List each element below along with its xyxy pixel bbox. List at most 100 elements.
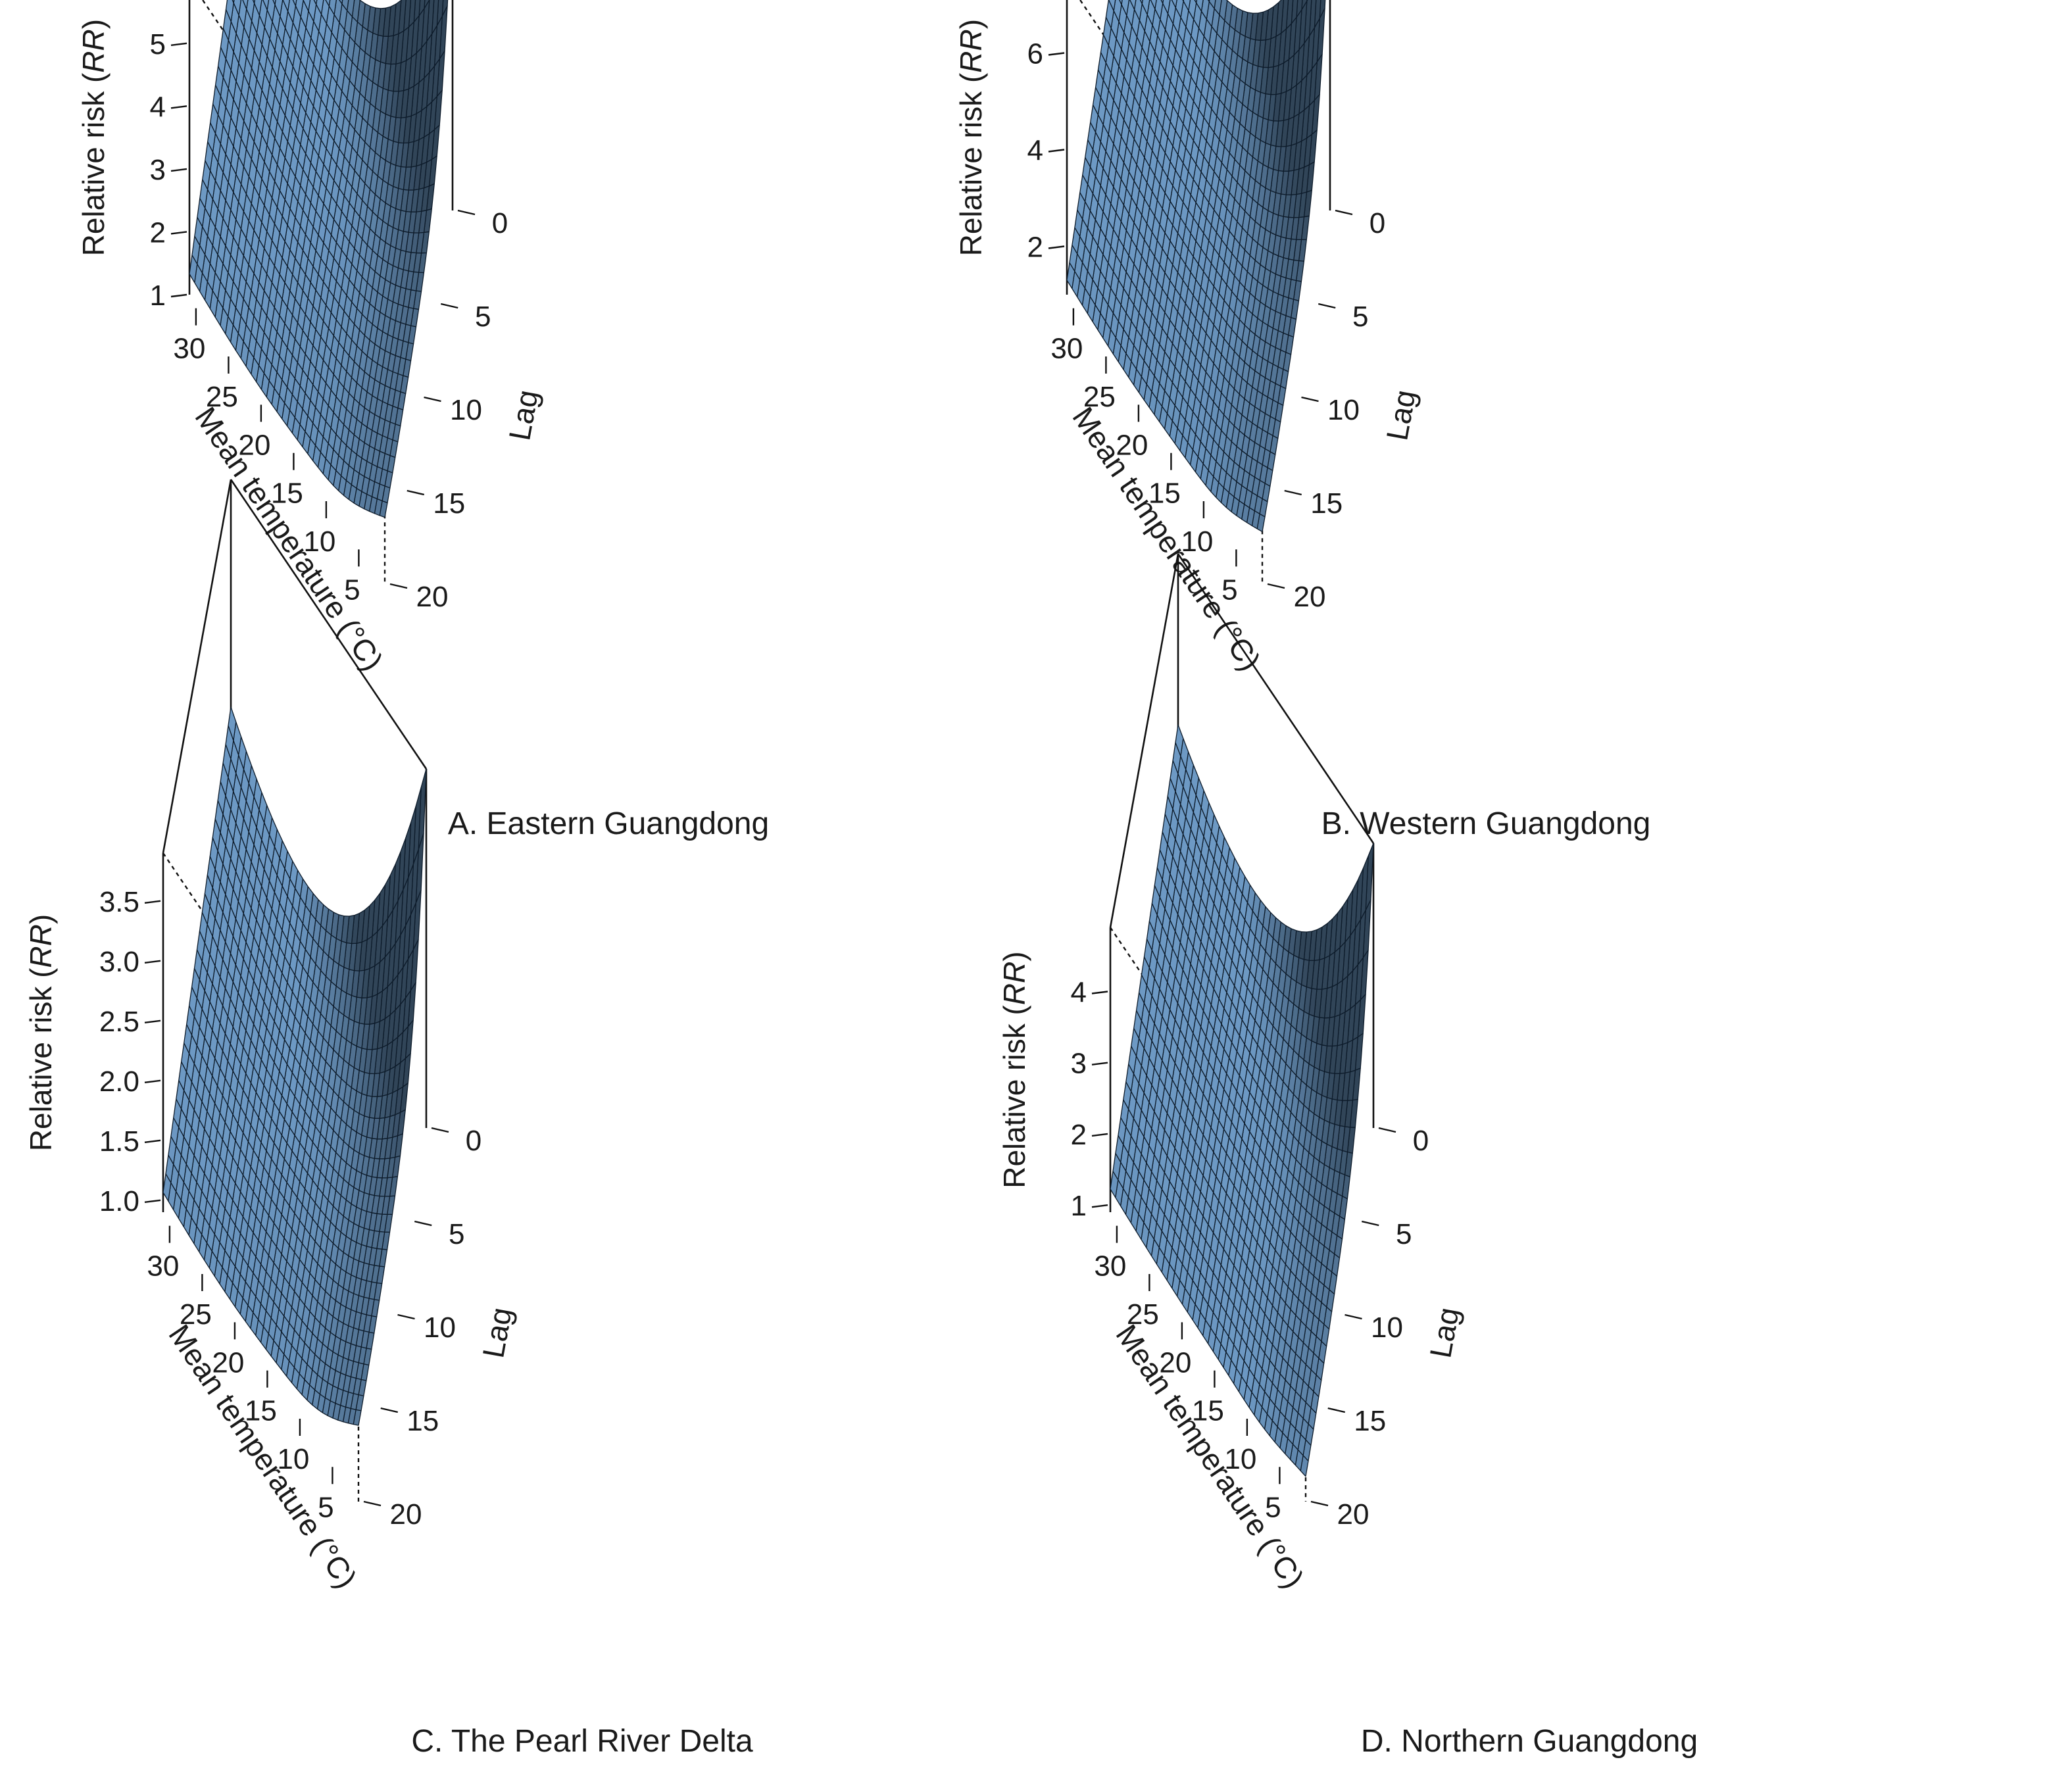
z-axis: 1 2 3 4 Relative risk (RR) [997, 951, 1108, 1222]
z-tick [1048, 149, 1065, 153]
x-tick-label: 25 [1083, 381, 1116, 413]
z-axis: 123456Relative risk (RR) [76, 19, 187, 312]
surface-cell [1129, 0, 1137, 11]
box-edge [162, 479, 232, 854]
surface-cell [232, 0, 235, 4]
z-axis-label: Relative risk (RR) [76, 19, 111, 256]
lag-tick-label: 0 [492, 207, 508, 239]
x-tick-label: 30 [173, 333, 205, 365]
lag-tick-label: 5 [1352, 301, 1368, 333]
z-axis-label: Relative risk (RR) [954, 19, 988, 256]
x-tick-label: 5 [1221, 574, 1237, 606]
z-tick-label: 2.5 [99, 1006, 139, 1038]
lag-tick-label: 15 [407, 1405, 439, 1437]
z-tick-label: 2.0 [99, 1066, 139, 1098]
surface-cell [252, 0, 255, 4]
z-axis: 2 4 6 Relative risk (RR) [954, 19, 1065, 264]
z-label-end: ) [997, 951, 1031, 961]
lag-tick [1327, 1407, 1346, 1413]
lag-tick [457, 209, 476, 216]
z-tick [144, 1139, 161, 1143]
lag-tick [1310, 1500, 1329, 1507]
z-tick [144, 1019, 161, 1023]
z-axis: 1.0 1.5 2.0 2.5 3.0 3.5 Relative risk (RR) [24, 886, 161, 1217]
panel-title: B. Western Guangdong [1321, 806, 1651, 841]
z-label-rr: RR [76, 29, 111, 72]
lag-tick-label: 5 [475, 301, 491, 333]
lag-tick [1335, 209, 1353, 216]
surface-cell [272, 0, 276, 5]
lag-tick-label: 10 [424, 1312, 456, 1344]
surface-cell [282, 0, 290, 12]
lag-tick [363, 1500, 382, 1507]
z-label-rr: RR [954, 29, 988, 72]
lag-tick-label: 10 [1371, 1312, 1403, 1344]
lag-axis-label: Lag [1423, 1305, 1466, 1361]
z-tick [1091, 991, 1108, 994]
plot-box [188, 0, 454, 295]
z-tick [1048, 52, 1065, 56]
z-tick [1048, 245, 1065, 249]
panel-title: A. Eastern Guangdong [448, 806, 769, 841]
z-tick-label: 4 [1027, 135, 1043, 167]
z-tick-label: 3 [150, 154, 166, 186]
surface-cell [1139, 0, 1143, 5]
surface-cell [313, 0, 318, 5]
lag-tick-label: 10 [450, 394, 482, 426]
z-tick-label: 2 [1027, 232, 1043, 264]
lag-tick [1267, 583, 1285, 589]
z-tick [144, 1199, 161, 1203]
z-tick [170, 168, 187, 172]
z-label-rr: RR [24, 924, 58, 968]
z-tick-label: 3 [1071, 1048, 1087, 1080]
x-tick-label: 30 [147, 1250, 179, 1283]
z-axis-label: Relative risk (RR) [24, 914, 58, 1151]
z-tick [170, 293, 187, 298]
surface-cell [225, 0, 234, 22]
z-axis-label: Relative risk (RR) [997, 951, 1031, 1188]
surface-mesh [1066, 0, 1326, 533]
surface-cell [1207, 0, 1210, 2]
surface-cell [1119, 0, 1123, 5]
lag-tick-label: 20 [1294, 581, 1326, 613]
x-tick-label: 5 [344, 574, 360, 606]
surface-mesh [162, 706, 427, 1426]
lag-tick [397, 1313, 415, 1320]
lag-tick [440, 303, 458, 309]
panel-title: D. Northern Guangdong [1361, 1724, 1698, 1759]
z-tick [170, 42, 187, 46]
surface-cell [1182, 0, 1185, 2]
lag-tick-label: 0 [1413, 1125, 1429, 1157]
surface-cell [1160, 0, 1164, 4]
z-tick [170, 231, 187, 235]
lag-tick-label: 20 [390, 1498, 422, 1531]
x-tick-label: 15 [271, 478, 303, 510]
z-label-main: Relative risk ( [997, 1004, 1031, 1188]
surface-cell [292, 0, 297, 7]
x-tick-label: 20 [238, 429, 270, 461]
lag-axis: 0 5 10 15 20 Lag [389, 207, 545, 613]
x-tick-label: 10 [1181, 526, 1213, 558]
z-label-rr: RR [997, 962, 1031, 1005]
lag-tick-label: 0 [1369, 207, 1385, 239]
z-label-main: Relative risk ( [76, 72, 111, 256]
z-label-main: Relative risk ( [954, 72, 988, 256]
lag-tick-label: 5 [1396, 1218, 1412, 1250]
box-edge [230, 479, 428, 770]
lag-tick [1318, 303, 1336, 309]
lag-tick [1344, 1313, 1362, 1320]
z-label-main: Relative risk ( [24, 968, 58, 1151]
z-label-end: ) [76, 19, 111, 29]
lag-tick-label: 5 [449, 1218, 464, 1250]
z-tick [1091, 1204, 1108, 1208]
x-tick-label: 25 [206, 381, 238, 413]
z-tick [1091, 1062, 1108, 1066]
z-tick-label: 4 [1071, 977, 1087, 1009]
x-tick-label: 20 [1116, 429, 1148, 461]
lag-axis: 0 5 10 15 20 Lag [1267, 207, 1422, 613]
z-tick-label: 3.5 [99, 886, 139, 918]
z-label-end: ) [954, 19, 988, 29]
